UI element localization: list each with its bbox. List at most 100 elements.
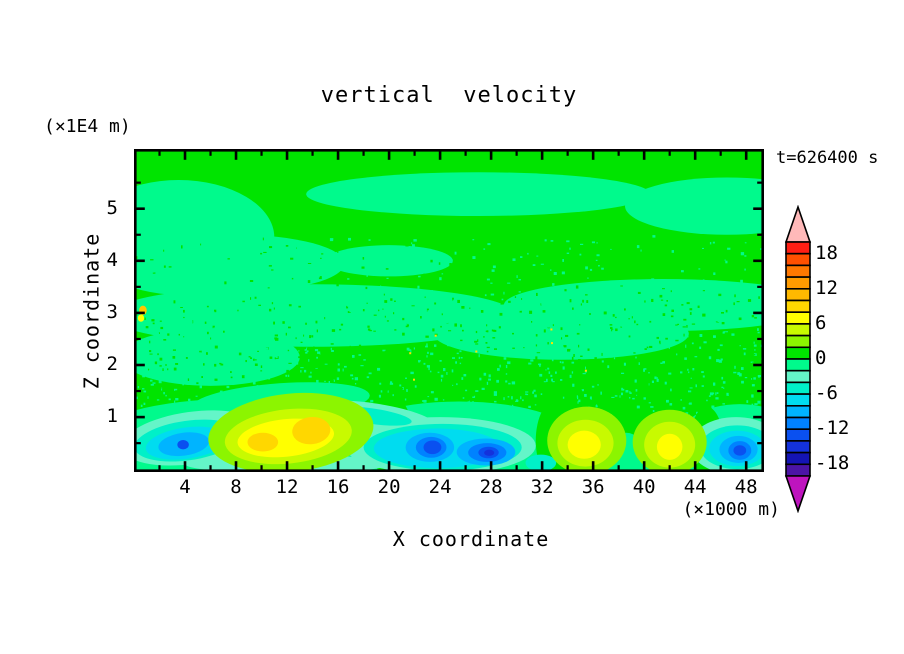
speck bbox=[223, 323, 227, 326]
speck bbox=[439, 360, 442, 362]
speck bbox=[235, 273, 239, 276]
speck bbox=[419, 373, 423, 375]
speck bbox=[676, 353, 678, 356]
speck bbox=[720, 358, 723, 361]
speck bbox=[749, 285, 751, 289]
speck bbox=[336, 283, 339, 287]
speck bbox=[306, 313, 310, 315]
colorbar-segment bbox=[785, 264, 811, 278]
speck bbox=[573, 294, 578, 296]
speck bbox=[328, 331, 332, 335]
speck bbox=[682, 283, 684, 286]
speck bbox=[175, 363, 179, 365]
speck bbox=[702, 379, 706, 381]
speck bbox=[584, 379, 587, 382]
speck bbox=[580, 393, 584, 395]
speck bbox=[712, 392, 715, 395]
speck bbox=[170, 271, 174, 274]
speck bbox=[576, 395, 578, 398]
speck bbox=[597, 403, 601, 406]
speck bbox=[601, 360, 604, 363]
colorbar-segment bbox=[785, 416, 811, 430]
speck bbox=[754, 323, 756, 325]
speck bbox=[571, 361, 575, 364]
speck bbox=[551, 384, 554, 387]
speck bbox=[257, 350, 259, 352]
speck bbox=[315, 320, 318, 324]
speck bbox=[614, 395, 618, 397]
speck bbox=[517, 330, 519, 333]
speck bbox=[523, 393, 525, 395]
speck bbox=[349, 345, 351, 347]
speck bbox=[555, 371, 557, 374]
speck bbox=[271, 267, 274, 269]
speck bbox=[405, 325, 409, 328]
speck bbox=[157, 391, 162, 393]
speck bbox=[441, 335, 444, 338]
y-tick-label: 4 bbox=[106, 248, 118, 271]
contour-region bbox=[325, 245, 453, 277]
speck bbox=[498, 326, 501, 329]
speck bbox=[493, 329, 497, 332]
speck bbox=[553, 384, 557, 388]
speck bbox=[632, 397, 635, 400]
speck bbox=[453, 309, 455, 313]
speck bbox=[294, 303, 298, 305]
speck bbox=[648, 402, 651, 404]
speck bbox=[423, 372, 425, 375]
speck bbox=[569, 247, 571, 250]
speck bbox=[643, 369, 645, 372]
speck bbox=[679, 296, 681, 298]
speck bbox=[283, 288, 285, 291]
speck bbox=[503, 349, 506, 352]
speck bbox=[602, 318, 605, 321]
speck bbox=[386, 277, 389, 279]
speck bbox=[699, 346, 702, 349]
speck bbox=[522, 312, 525, 314]
speck bbox=[348, 237, 351, 241]
speck bbox=[708, 299, 711, 301]
speck bbox=[451, 349, 455, 353]
speck bbox=[455, 361, 457, 364]
speck bbox=[141, 262, 145, 265]
speck bbox=[268, 265, 272, 267]
speck bbox=[550, 269, 552, 271]
speck bbox=[754, 317, 757, 319]
speck bbox=[213, 362, 215, 365]
speck bbox=[522, 316, 525, 319]
speck bbox=[740, 341, 744, 343]
speck-yellow bbox=[409, 352, 412, 355]
speck bbox=[758, 296, 760, 299]
chart-title: vertical velocity bbox=[320, 83, 578, 108]
speck bbox=[710, 239, 712, 240]
speck bbox=[713, 382, 716, 386]
speck bbox=[456, 383, 458, 386]
speck bbox=[555, 309, 557, 313]
speck bbox=[465, 389, 468, 392]
speck bbox=[691, 342, 694, 345]
speck bbox=[268, 369, 271, 371]
speck bbox=[539, 373, 543, 377]
speck bbox=[298, 305, 301, 308]
speck bbox=[366, 333, 368, 337]
speck bbox=[484, 294, 487, 297]
speck bbox=[149, 269, 154, 273]
speck bbox=[238, 352, 242, 356]
speck bbox=[244, 345, 247, 348]
speck bbox=[483, 372, 487, 376]
speck bbox=[437, 371, 440, 374]
speck bbox=[726, 333, 728, 337]
speck bbox=[588, 321, 590, 323]
speck bbox=[660, 331, 664, 335]
speck bbox=[418, 360, 421, 363]
speck bbox=[282, 315, 284, 319]
speck bbox=[653, 380, 657, 383]
speck bbox=[490, 293, 495, 296]
speck bbox=[184, 257, 186, 260]
speck bbox=[516, 393, 520, 395]
speck bbox=[300, 341, 303, 343]
speck bbox=[472, 334, 474, 338]
speck bbox=[455, 337, 459, 340]
speck bbox=[483, 248, 486, 250]
speck bbox=[550, 342, 552, 344]
